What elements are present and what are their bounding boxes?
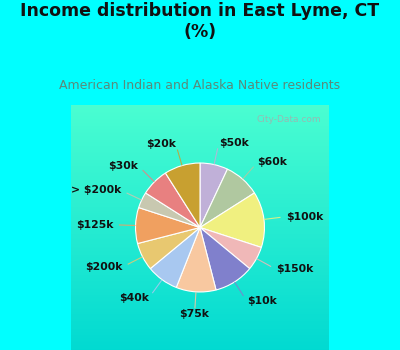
Text: $75k: $75k [180, 309, 210, 319]
Text: City-Data.com: City-Data.com [256, 115, 321, 124]
Text: $100k: $100k [286, 212, 324, 222]
Wedge shape [150, 228, 200, 287]
Text: $20k: $20k [146, 139, 176, 149]
Text: $200k: $200k [85, 262, 122, 272]
Text: $125k: $125k [76, 220, 113, 230]
Wedge shape [146, 173, 200, 228]
Wedge shape [200, 169, 254, 228]
Wedge shape [200, 228, 261, 268]
Text: > $200k: > $200k [71, 186, 121, 195]
Text: $60k: $60k [258, 157, 288, 167]
Wedge shape [166, 163, 200, 228]
Text: $10k: $10k [247, 296, 276, 306]
Wedge shape [200, 193, 264, 247]
Wedge shape [138, 228, 200, 268]
Text: $30k: $30k [108, 161, 138, 171]
Wedge shape [136, 208, 200, 244]
Text: $50k: $50k [219, 138, 249, 148]
Text: $150k: $150k [276, 265, 314, 274]
Wedge shape [200, 228, 250, 290]
Text: $40k: $40k [119, 293, 149, 303]
Wedge shape [139, 193, 200, 228]
Text: Income distribution in East Lyme, CT
(%): Income distribution in East Lyme, CT (%) [20, 2, 380, 41]
Text: American Indian and Alaska Native residents: American Indian and Alaska Native reside… [60, 79, 340, 92]
Wedge shape [200, 163, 228, 228]
Wedge shape [176, 228, 216, 292]
